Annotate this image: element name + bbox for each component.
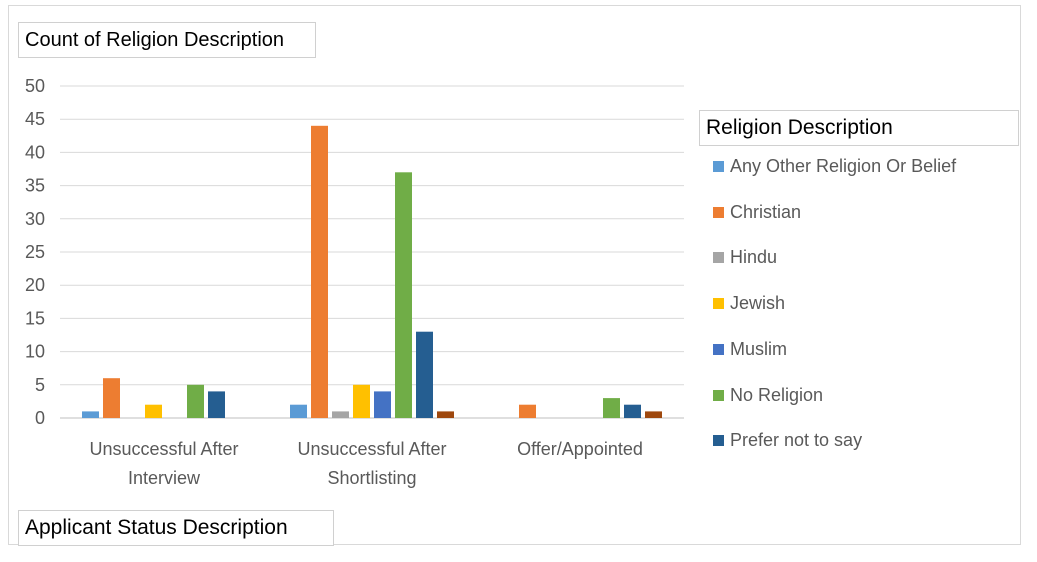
bar[interactable]: [416, 332, 433, 418]
legend-item[interactable]: Muslim: [713, 337, 787, 361]
category-labels: Unsuccessful After Interview Unsuccessful …: [89, 439, 642, 488]
legend-swatch-icon: [713, 390, 724, 401]
bar[interactable]: [645, 411, 662, 418]
bar[interactable]: [395, 172, 412, 418]
bars: [82, 126, 662, 418]
gridlines: [60, 86, 684, 418]
category-label: Unsuccessful After Interview: [89, 439, 238, 488]
bar[interactable]: [187, 385, 204, 418]
legend-item[interactable]: Jewish: [713, 291, 785, 315]
y-tick-label: 20: [25, 275, 45, 295]
bar[interactable]: [332, 411, 349, 418]
legend-label: Prefer not to say: [730, 430, 862, 450]
y-tick-label: 0: [35, 408, 45, 428]
bar[interactable]: [311, 126, 328, 418]
y-tick-label: 35: [25, 176, 45, 196]
y-tick-label: 10: [25, 342, 45, 362]
legend-label: Muslim: [730, 339, 787, 359]
y-tick-label: 30: [25, 209, 45, 229]
y-tick-label: 25: [25, 242, 45, 262]
bar[interactable]: [103, 378, 120, 418]
legend-item[interactable]: Hindu: [713, 245, 777, 269]
bar[interactable]: [437, 411, 454, 418]
bar[interactable]: [82, 411, 99, 418]
legend-swatch-icon: [713, 435, 724, 446]
legend-swatch-icon: [713, 207, 724, 218]
legend-label: Christian: [730, 202, 801, 222]
legend-swatch-icon: [713, 298, 724, 309]
category-label: Unsuccessful After Shortlisting: [297, 439, 446, 488]
category-label: Offer/Appointed: [517, 439, 643, 459]
legend-item[interactable]: Prefer not to say: [713, 428, 862, 452]
legend-label: Any Other Religion Or Belief: [730, 156, 956, 176]
bar[interactable]: [519, 405, 536, 418]
bar[interactable]: [145, 405, 162, 418]
y-tick-label: 40: [25, 142, 45, 162]
bar[interactable]: [208, 391, 225, 418]
legend-item[interactable]: Christian: [713, 200, 801, 224]
y-tick-label: 5: [35, 375, 45, 395]
bar[interactable]: [290, 405, 307, 418]
bar[interactable]: [603, 398, 620, 418]
legend-swatch-icon: [713, 252, 724, 263]
legend-label: Hindu: [730, 247, 777, 267]
y-tick-labels: 0 5 10 15 20 25 30 35 40 45 50: [25, 76, 45, 428]
legend-swatch-icon: [713, 344, 724, 355]
bar[interactable]: [353, 385, 370, 418]
legend-swatch-icon: [713, 161, 724, 172]
legend-label: No Religion: [730, 385, 823, 405]
legend-item[interactable]: No Religion: [713, 383, 823, 407]
bar[interactable]: [624, 405, 641, 418]
y-tick-label: 15: [25, 308, 45, 328]
legend-item[interactable]: Any Other Religion Or Belief: [713, 154, 956, 178]
bar[interactable]: [374, 391, 391, 418]
y-tick-label: 45: [25, 109, 45, 129]
legend-label: Jewish: [730, 293, 785, 313]
y-tick-label: 50: [25, 76, 45, 96]
